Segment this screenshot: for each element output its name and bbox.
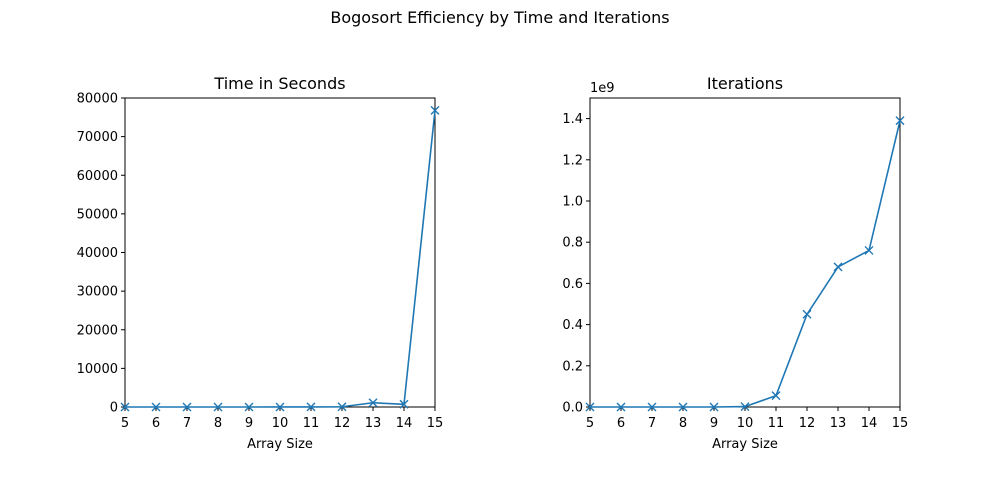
chart-0-x-tick-label: 8 <box>214 416 222 431</box>
chart-0-x-tick-label: 7 <box>183 416 191 431</box>
chart-0-x-tick-label: 15 <box>427 416 444 431</box>
chart-1-data-point <box>895 116 905 126</box>
chart-1-x-tick-label: 6 <box>617 416 625 431</box>
chart-1-y-tick-label: 1.2 <box>562 153 583 168</box>
chart-1-x-tick-label: 13 <box>830 416 847 431</box>
chart-1-x-tick-label: 5 <box>586 416 594 431</box>
chart-1-data-point <box>647 402 657 412</box>
chart-1-y-tick-label: 1.4 <box>562 112 583 127</box>
chart-1-series-line <box>590 120 901 408</box>
chart-0-y-tick-label: 40000 <box>77 246 118 261</box>
chart-0-data-point <box>306 402 316 412</box>
chart-0-data-point <box>399 399 409 409</box>
chart-1-y-tick-label: 0.0 <box>562 401 583 416</box>
chart-1-x-tick-label: 8 <box>679 416 687 431</box>
chart-0-x-tick-label: 9 <box>245 416 253 431</box>
chart-0-data-point <box>151 402 161 412</box>
chart-0-x-tick-label: 12 <box>334 416 351 431</box>
chart-1-x-tick-label: 7 <box>648 416 656 431</box>
chart-0-y-tick-label: 0 <box>110 401 118 416</box>
chart-0-data-point <box>337 402 347 412</box>
chart-1-x-tick-label: 15 <box>892 416 909 431</box>
chart-1-x-tick-label: 9 <box>710 416 718 431</box>
chart-1-data-point <box>740 402 750 412</box>
chart-1-x-tick-label: 10 <box>737 416 754 431</box>
chart-0-x-tick-label: 13 <box>365 416 382 431</box>
figure-title: Bogosort Efficiency by Time and Iteratio… <box>330 8 670 27</box>
chart-1-data-point <box>833 262 843 272</box>
chart-0-data-point <box>430 105 440 115</box>
chart-1-title: Iterations <box>707 74 783 93</box>
chart-1-y-tick-label: 0.6 <box>562 277 583 292</box>
chart-0-y-tick-label: 60000 <box>77 169 118 184</box>
chart-0-data-point <box>368 398 378 408</box>
chart-0-y-tick-label: 70000 <box>77 130 118 145</box>
chart-0-data-point <box>182 402 192 412</box>
chart-1-data-point <box>616 402 626 412</box>
chart-0-x-tick-label: 10 <box>272 416 289 431</box>
chart-0-y-tick-label: 80000 <box>77 92 118 107</box>
chart-0-x-tick-label: 14 <box>396 416 413 431</box>
chart-1-x-axis-label: Array Size <box>712 437 778 452</box>
chart-0-data-point <box>244 402 254 412</box>
chart-1-data-point <box>864 245 874 255</box>
chart-0-y-tick-label: 30000 <box>77 285 118 300</box>
chart-0-title: Time in Seconds <box>213 74 345 93</box>
chart-0-x-tick-label: 6 <box>152 416 160 431</box>
chart-0-data-point <box>120 402 130 412</box>
chart-0-x-tick-label: 5 <box>121 416 129 431</box>
chart-1-data-point <box>802 309 812 319</box>
chart-0-plot-frame <box>124 97 436 408</box>
chart-0-data-point <box>213 402 223 412</box>
chart-1-y-tick-label: 0.4 <box>562 318 583 333</box>
chart-0-y-tick-label: 50000 <box>77 207 118 222</box>
chart-1-y-tick-label: 1.0 <box>562 195 583 210</box>
chart-1-x-tick-label: 12 <box>799 416 816 431</box>
chart-1-y-tick-label: 0.2 <box>562 359 583 374</box>
chart-1-data-point <box>678 402 688 412</box>
chart-0-y-tick-label: 10000 <box>77 362 118 377</box>
chart-0-series-line <box>125 110 436 408</box>
chart-1-offset-text: 1e9 <box>590 81 615 96</box>
chart-0-x-axis-label: Array Size <box>247 437 313 452</box>
chart-0-y-tick-label: 20000 <box>77 323 118 338</box>
chart-1-data-point <box>771 391 781 401</box>
chart-1-y-tick-label: 0.8 <box>562 236 583 251</box>
time-chart: Time in Seconds Array Size 5 6 7 8 9 10 11 12 13 14… <box>77 74 444 452</box>
chart-1-x-tick-label: 11 <box>768 416 785 431</box>
chart-1-data-point <box>585 402 595 412</box>
chart-0-data-point <box>275 402 285 412</box>
chart-1-data-point <box>709 402 719 412</box>
chart-1-x-tick-label: 14 <box>861 416 878 431</box>
chart-1-plot-frame <box>589 97 901 408</box>
iterations-chart: Iterations Array Size 5 6 7 8 9 10 11 12 13 14 15 0.0… <box>562 74 908 452</box>
chart-0-x-tick-label: 11 <box>303 416 320 431</box>
